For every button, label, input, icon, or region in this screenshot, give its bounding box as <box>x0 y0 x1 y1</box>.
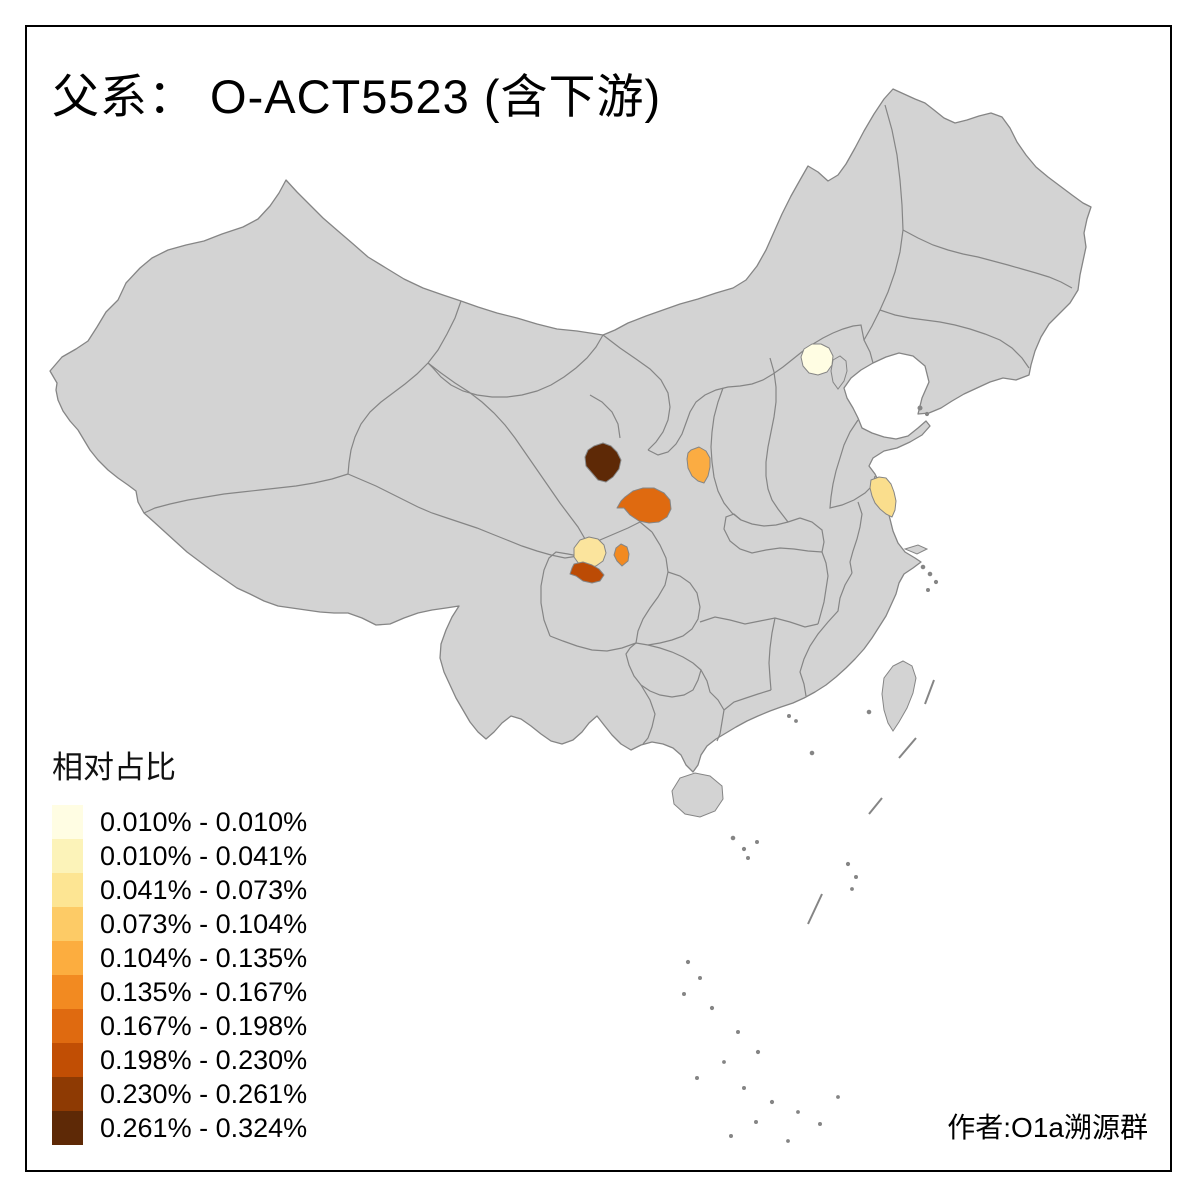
islands <box>671 355 929 818</box>
legend: 相对占比 0.010% - 0.010% 0.010% - 0.041% 0.0… <box>52 742 307 1145</box>
legend-swatch <box>52 975 83 1009</box>
legend-row: 0.261% - 0.324% <box>52 1111 307 1145</box>
legend-label: 0.041% - 0.073% <box>100 874 308 905</box>
region-sichuan-chengdu <box>573 536 607 569</box>
legend-row: 0.073% - 0.104% <box>52 907 307 941</box>
legend-label: 0.261% - 0.324% <box>100 1112 308 1143</box>
region-sichuan-central <box>613 543 630 567</box>
region-gansu-southeast <box>584 442 622 483</box>
legend-swatch <box>52 1009 83 1043</box>
attribution-text: 作者:O1a溯源群 <box>947 1112 1148 1143</box>
legend-row: 0.198% - 0.230% <box>52 1043 307 1077</box>
legend-label: 0.073% - 0.104% <box>100 908 308 939</box>
legend-row: 0.167% - 0.198% <box>52 1009 307 1043</box>
legend-swatch <box>52 941 83 975</box>
legend-row: 0.135% - 0.167% <box>52 975 307 1009</box>
legend-swatch <box>52 1077 83 1111</box>
mainland-outline <box>49 88 1092 773</box>
province-borders <box>143 104 1073 745</box>
legend-swatch <box>52 839 83 873</box>
sea-islets <box>682 405 939 1143</box>
legend-swatch <box>52 805 83 839</box>
legend-label: 0.010% - 0.041% <box>100 840 308 871</box>
legend-row: 0.041% - 0.073% <box>52 873 307 907</box>
legend-label: 0.230% - 0.261% <box>100 1078 308 1109</box>
legend-row: 0.010% - 0.010% <box>52 805 307 839</box>
region-shaanxi-south <box>616 487 672 524</box>
legend-row: 0.104% - 0.135% <box>52 941 307 975</box>
legend-label: 0.198% - 0.230% <box>100 1044 308 1075</box>
region-beijing <box>800 343 834 376</box>
legend-label: 0.167% - 0.198% <box>100 1010 308 1041</box>
region-jiangsu-coast <box>869 476 897 518</box>
legend-title: 相对占比 <box>52 750 176 785</box>
region-sichuan-south <box>569 561 605 584</box>
legend-row: 0.230% - 0.261% <box>52 1077 307 1111</box>
hainan-island <box>671 772 724 818</box>
highlighted-regions <box>569 343 897 584</box>
legend-swatch <box>52 1111 83 1145</box>
page-title: 父系： O-ACT5523 (含下游) <box>52 70 662 123</box>
taiwan-island <box>881 660 917 732</box>
legend-swatch <box>52 1043 83 1077</box>
legend-label: 0.135% - 0.167% <box>100 976 308 1007</box>
legend-swatch <box>52 873 83 907</box>
tianjin-region <box>830 355 848 390</box>
legend-label: 0.010% - 0.010% <box>100 806 308 837</box>
legend-swatch <box>52 907 83 941</box>
region-shanxi-southwest <box>686 446 711 484</box>
chongming-island <box>903 544 929 555</box>
legend-label: 0.104% - 0.135% <box>100 942 308 973</box>
legend-row: 0.010% - 0.041% <box>52 839 307 873</box>
